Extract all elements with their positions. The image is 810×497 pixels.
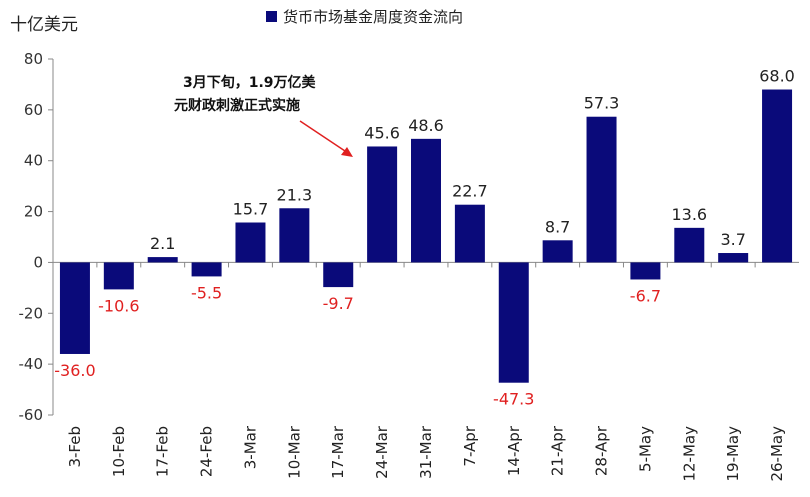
y-tick-label: 40 xyxy=(24,152,43,170)
data-label: 3.7 xyxy=(720,230,745,249)
x-tick-label: 19-May xyxy=(724,426,742,482)
bar-24-Feb xyxy=(191,262,222,277)
y-tick-label: 0 xyxy=(33,253,43,271)
bar-5-May xyxy=(630,262,661,280)
bar-3-Mar xyxy=(235,222,266,263)
data-label: -10.6 xyxy=(98,296,139,315)
y-tick-label: -40 xyxy=(19,355,44,373)
x-tick-label: 17-Feb xyxy=(154,426,172,477)
bar-21-Apr xyxy=(542,240,573,263)
x-tick-label: 24-Mar xyxy=(373,425,391,479)
bar-17-Mar xyxy=(323,262,354,288)
data-label: 48.6 xyxy=(408,116,444,135)
annotation-line-2: 元财政刺激正式实施 xyxy=(174,97,300,114)
data-label: 45.6 xyxy=(364,123,400,142)
data-label: 15.7 xyxy=(233,200,269,219)
data-label: 57.3 xyxy=(584,94,620,113)
legend-label: 货币市场基金周度资金流向 xyxy=(283,8,463,26)
x-tick-label: 26-May xyxy=(768,426,786,482)
x-tick-label: 3-Mar xyxy=(241,425,259,469)
x-tick-label: 5-May xyxy=(636,426,654,472)
data-labels: -36.0 -10.6 2.1 -5.5 15.7 21.3 -9.7 45.6 48.6 22.… xyxy=(54,67,795,409)
annotation-line-1: 3月下旬，1.9万亿美 xyxy=(183,74,317,91)
x-tick-label: 21-Apr xyxy=(549,425,567,476)
data-label: 21.3 xyxy=(277,185,313,204)
y-tick-label: -20 xyxy=(19,304,44,322)
x-axis: 3-Feb 10-Feb 17-Feb 24-Feb 3-Mar 10-Mar 17-Mar… xyxy=(66,262,786,482)
unit-label: 十亿美元 xyxy=(10,15,78,35)
bar-7-Apr xyxy=(454,204,485,263)
bar-14-Apr xyxy=(498,262,529,383)
bar-26-May xyxy=(762,89,793,263)
x-tick-label: 24-Feb xyxy=(198,426,216,477)
legend: 货币市场基金周度资金流向 xyxy=(266,8,463,26)
data-label: 68.0 xyxy=(759,67,795,86)
data-label: -5.5 xyxy=(191,283,222,302)
y-tick-label: -60 xyxy=(19,406,44,424)
bar-31-Mar xyxy=(411,138,441,263)
x-tick-label: 17-Mar xyxy=(329,425,347,479)
data-label: -36.0 xyxy=(54,361,95,380)
data-label: 13.6 xyxy=(671,205,707,224)
legend-swatch xyxy=(266,11,277,22)
data-label: -6.7 xyxy=(630,286,661,305)
data-label: -47.3 xyxy=(493,390,534,409)
data-label: -9.7 xyxy=(323,294,354,313)
data-label: 2.1 xyxy=(150,234,175,253)
bar-28-Apr xyxy=(586,116,617,263)
x-tick-label: 10-Feb xyxy=(110,426,128,477)
data-label: 22.7 xyxy=(452,182,488,201)
x-tick-label: 28-Apr xyxy=(593,425,611,476)
y-tick-label: 20 xyxy=(24,203,43,221)
annotation-arrow xyxy=(299,120,349,154)
x-tick-label: 10-Mar xyxy=(285,425,303,479)
bar-10-Mar xyxy=(279,208,310,263)
x-tick-label: 3-Feb xyxy=(66,426,84,468)
bar-24-Mar xyxy=(367,146,398,263)
annotation: 3月下旬，1.9万亿美 元财政刺激正式实施 xyxy=(174,74,353,157)
x-tick-label: 31-Mar xyxy=(417,425,435,479)
data-label: 8.7 xyxy=(545,217,570,236)
bar-12-May xyxy=(674,227,705,263)
x-tick-label: 14-Apr xyxy=(505,425,523,476)
bar-17-Feb xyxy=(147,257,178,263)
x-tick-label: 12-May xyxy=(680,426,698,482)
bar-3-Feb xyxy=(59,262,90,354)
y-tick-label: 80 xyxy=(24,50,43,68)
bars xyxy=(59,89,793,383)
bar-10-Feb xyxy=(103,262,134,290)
x-tick-label: 7-Apr xyxy=(461,425,479,466)
bar-19-May xyxy=(718,253,749,263)
annotation-arrowhead xyxy=(341,147,353,157)
y-tick-label: 60 xyxy=(24,101,43,119)
